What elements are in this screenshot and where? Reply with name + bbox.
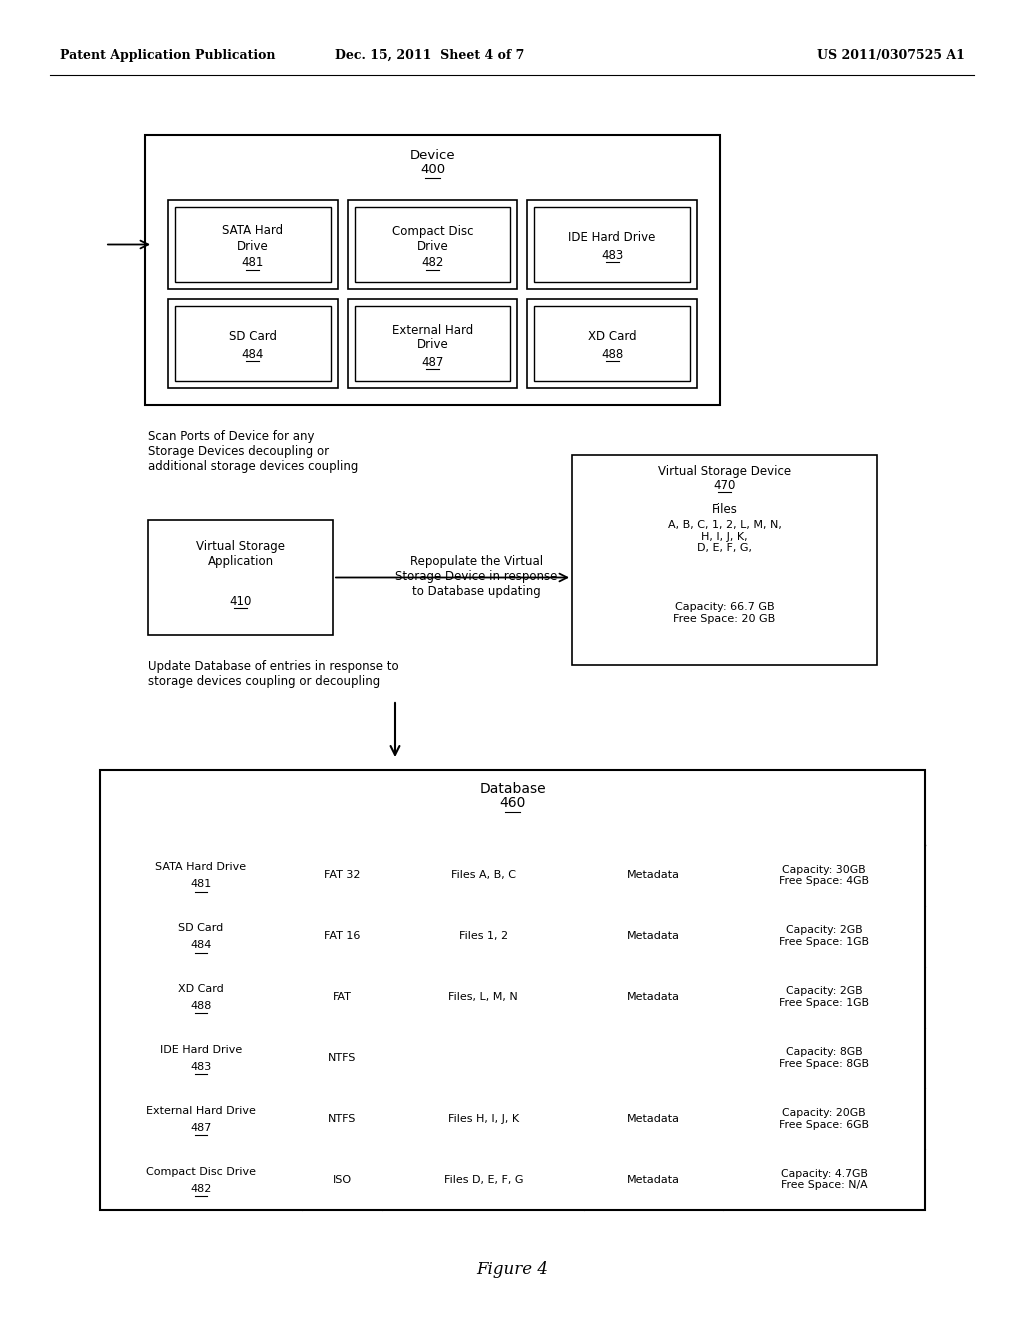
Text: Files: Files (712, 503, 737, 516)
Bar (145, 135, 720, 405)
Text: External Hard Drive: External Hard Drive (146, 1106, 256, 1115)
Text: 482: 482 (421, 256, 443, 269)
Text: FAT: FAT (333, 993, 351, 1002)
Text: Compact Disc Drive: Compact Disc Drive (145, 1167, 256, 1176)
Bar (572, 455, 877, 665)
Text: 488: 488 (601, 348, 624, 360)
Text: Files H, I, J, K: Files H, I, J, K (447, 1114, 519, 1123)
Text: Virtual Storage
Application: Virtual Storage Application (196, 540, 285, 568)
Text: Files 1, 2: Files 1, 2 (459, 931, 508, 941)
Text: FAT 32: FAT 32 (324, 870, 360, 880)
Text: Update Database of entries in response to
storage devices coupling or decoupling: Update Database of entries in response t… (148, 660, 398, 688)
Text: NTFS: NTFS (328, 1114, 356, 1123)
Text: Capacity: 20GB
Free Space: 6GB: Capacity: 20GB Free Space: 6GB (779, 1107, 869, 1130)
Text: NTFS: NTFS (328, 1053, 356, 1063)
Text: SATA Hard Drive: SATA Hard Drive (156, 862, 247, 873)
Bar (175, 306, 331, 381)
Text: 482: 482 (190, 1184, 212, 1193)
Text: 460: 460 (500, 796, 525, 810)
Text: 481: 481 (190, 879, 212, 890)
Text: Database: Database (479, 781, 546, 796)
Text: Metadata: Metadata (628, 1114, 680, 1123)
Text: Metadata: Metadata (628, 870, 680, 880)
Text: SD Card: SD Card (178, 923, 223, 933)
Text: 484: 484 (190, 940, 212, 950)
Text: Capacity: 30GB
Free Space: 4GB: Capacity: 30GB Free Space: 4GB (779, 865, 869, 886)
Text: Metadata: Metadata (628, 993, 680, 1002)
Text: Capacity: 4.7GB
Free Space: N/A: Capacity: 4.7GB Free Space: N/A (780, 1168, 867, 1191)
Bar (527, 201, 697, 289)
Bar (100, 770, 925, 1210)
Bar (535, 207, 690, 282)
Text: Capacity: 2GB
Free Space: 1GB: Capacity: 2GB Free Space: 1GB (779, 925, 869, 946)
Text: SD Card: SD Card (228, 330, 276, 343)
Text: 484: 484 (242, 348, 264, 360)
Text: Metadata: Metadata (628, 1175, 680, 1184)
Text: Figure 4: Figure 4 (476, 1262, 548, 1279)
Text: A, B, C, 1, 2, L, M, N,
H, I, J, K,
D, E, F, G,: A, B, C, 1, 2, L, M, N, H, I, J, K, D, E… (668, 520, 781, 553)
Text: 488: 488 (190, 1001, 212, 1011)
Text: ISO: ISO (333, 1175, 351, 1184)
Text: Repopulate the Virtual
Storage Device in response
to Database updating: Repopulate the Virtual Storage Device in… (395, 554, 557, 598)
Bar (354, 207, 510, 282)
Text: Scan Ports of Device for any
Storage Devices decoupling or
additional storage de: Scan Ports of Device for any Storage Dev… (148, 430, 358, 473)
Text: US 2011/0307525 A1: US 2011/0307525 A1 (817, 49, 965, 62)
Bar (527, 300, 697, 388)
Text: Files A, B, C: Files A, B, C (451, 870, 516, 880)
Text: Capacity: 2GB
Free Space: 1GB: Capacity: 2GB Free Space: 1GB (779, 986, 869, 1008)
Bar (168, 300, 338, 388)
Text: Dec. 15, 2011  Sheet 4 of 7: Dec. 15, 2011 Sheet 4 of 7 (335, 49, 524, 62)
Bar (148, 520, 333, 635)
Text: 410: 410 (229, 595, 252, 609)
Text: 483: 483 (190, 1061, 212, 1072)
Bar (175, 207, 331, 282)
Text: Capacity: 66.7 GB
Free Space: 20 GB: Capacity: 66.7 GB Free Space: 20 GB (674, 602, 775, 623)
Text: Compact Disc
Drive: Compact Disc Drive (392, 224, 473, 252)
Text: 400: 400 (420, 162, 445, 176)
Text: Patent Application Publication: Patent Application Publication (60, 49, 275, 62)
Text: IDE Hard Drive: IDE Hard Drive (568, 231, 655, 244)
Text: 481: 481 (242, 256, 264, 269)
Text: Virtual Storage Device: Virtual Storage Device (658, 465, 792, 478)
Text: Files D, E, F, G: Files D, E, F, G (443, 1175, 523, 1184)
Text: Files, L, M, N: Files, L, M, N (449, 993, 518, 1002)
Text: 487: 487 (190, 1123, 212, 1133)
Text: 470: 470 (714, 479, 735, 492)
Bar (168, 201, 338, 289)
Bar (535, 306, 690, 381)
Text: SATA Hard
Drive: SATA Hard Drive (222, 224, 284, 252)
Bar (354, 306, 510, 381)
Text: FAT 16: FAT 16 (324, 931, 360, 941)
Text: Capacity: 8GB
Free Space: 8GB: Capacity: 8GB Free Space: 8GB (779, 1047, 869, 1069)
Text: 487: 487 (421, 355, 443, 368)
Text: XD Card: XD Card (178, 985, 224, 994)
Text: Device: Device (410, 149, 456, 162)
Text: IDE Hard Drive: IDE Hard Drive (160, 1045, 242, 1055)
Text: 483: 483 (601, 249, 624, 261)
Text: XD Card: XD Card (588, 330, 637, 343)
Bar (348, 300, 517, 388)
Text: External Hard
Drive: External Hard Drive (392, 323, 473, 351)
Bar (348, 201, 517, 289)
Text: Metadata: Metadata (628, 931, 680, 941)
